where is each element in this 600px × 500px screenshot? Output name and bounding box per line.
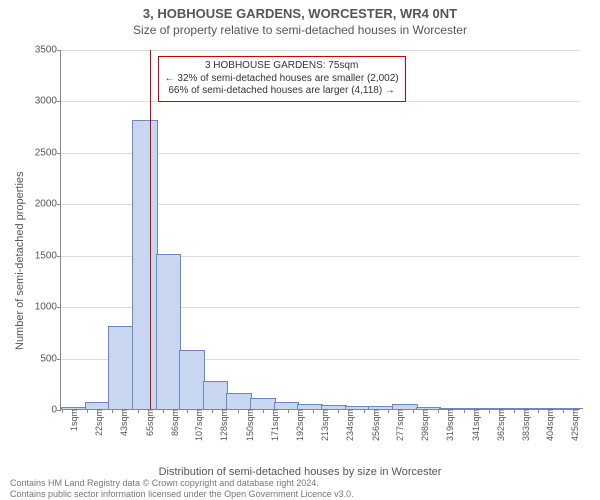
histogram-bar	[108, 326, 134, 409]
histogram-bar	[274, 402, 300, 409]
x-tick-label: 213sqm	[316, 409, 330, 441]
x-tick	[563, 409, 564, 413]
x-tick-label: 107sqm	[190, 409, 204, 441]
histogram-bar	[179, 350, 205, 409]
x-tick	[238, 409, 239, 413]
x-tick	[438, 409, 439, 413]
histogram-bar	[85, 402, 111, 409]
plot-region: 05001000150020002500300035001sqm22sqm43s…	[60, 50, 580, 410]
y-tick-label: 3500	[35, 45, 61, 56]
annotation-line-3: 66% of semi-detached houses are larger (…	[165, 85, 399, 98]
x-tick	[464, 409, 465, 413]
x-tick	[364, 409, 365, 413]
x-tick-label: 234sqm	[341, 409, 355, 441]
x-tick	[288, 409, 289, 413]
y-tick-label: 3000	[35, 96, 61, 107]
x-tick-label: 43sqm	[115, 409, 129, 436]
grid-line	[61, 101, 580, 102]
x-tick-label: 383sqm	[517, 409, 531, 441]
x-tick	[489, 409, 490, 413]
x-tick	[313, 409, 314, 413]
y-tick-label: 1000	[35, 302, 61, 313]
x-tick-label: 256sqm	[367, 409, 381, 441]
x-tick-label: 319sqm	[441, 409, 455, 441]
x-tick-label: 128sqm	[215, 409, 229, 441]
x-tick	[212, 409, 213, 413]
x-tick	[413, 409, 414, 413]
x-tick	[338, 409, 339, 413]
histogram-bar	[132, 120, 158, 409]
x-tick-label: 192sqm	[291, 409, 305, 441]
y-tick-label: 2500	[35, 147, 61, 158]
x-tick	[514, 409, 515, 413]
histogram-bar	[156, 254, 182, 409]
x-tick	[538, 409, 539, 413]
x-tick	[388, 409, 389, 413]
chart-area: 05001000150020002500300035001sqm22sqm43s…	[60, 50, 580, 410]
y-tick-label: 500	[40, 353, 61, 364]
footnote-line-1: Contains HM Land Registry data © Crown c…	[10, 478, 354, 489]
x-tick	[138, 409, 139, 413]
annotation-box: 3 HOBHOUSE GARDENS: 75sqm← 32% of semi-d…	[158, 56, 406, 102]
histogram-bar	[203, 381, 229, 409]
histogram-bar	[226, 393, 252, 409]
annotation-line-2: ← 32% of semi-detached houses are smalle…	[165, 73, 399, 86]
x-tick-label: 277sqm	[391, 409, 405, 441]
x-tick-label: 362sqm	[492, 409, 506, 441]
x-tick-label: 298sqm	[416, 409, 430, 441]
x-tick	[263, 409, 264, 413]
y-axis-label: Number of semi-detached properties	[14, 171, 26, 350]
x-tick	[87, 409, 88, 413]
x-axis-label: Distribution of semi-detached houses by …	[0, 466, 600, 478]
property-marker-line	[150, 50, 151, 409]
x-tick-label: 86sqm	[166, 409, 180, 436]
chart-container: 3, HOBHOUSE GARDENS, WORCESTER, WR4 0NT …	[0, 0, 600, 500]
title-main: 3, HOBHOUSE GARDENS, WORCESTER, WR4 0NT	[0, 0, 600, 21]
annotation-line-1: 3 HOBHOUSE GARDENS: 75sqm	[165, 60, 399, 73]
x-tick-label: 425sqm	[566, 409, 580, 441]
histogram-bar	[250, 398, 276, 409]
x-tick	[163, 409, 164, 413]
x-tick-label: 171sqm	[266, 409, 280, 441]
grid-line	[61, 50, 580, 51]
footnote: Contains HM Land Registry data © Crown c…	[10, 478, 354, 500]
x-tick	[187, 409, 188, 413]
y-tick-label: 1500	[35, 250, 61, 261]
x-tick-label: 65sqm	[141, 409, 155, 436]
x-tick-label: 150sqm	[241, 409, 255, 441]
x-tick-label: 341sqm	[467, 409, 481, 441]
footnote-line-2: Contains public sector information licen…	[10, 489, 354, 500]
y-tick-label: 0	[51, 405, 61, 416]
x-tick-label: 404sqm	[541, 409, 555, 441]
x-tick	[112, 409, 113, 413]
x-tick-label: 1sqm	[65, 409, 79, 431]
y-tick-label: 2000	[35, 199, 61, 210]
title-sub: Size of property relative to semi-detach…	[0, 21, 600, 37]
x-tick	[62, 409, 63, 413]
x-tick-label: 22sqm	[90, 409, 104, 436]
